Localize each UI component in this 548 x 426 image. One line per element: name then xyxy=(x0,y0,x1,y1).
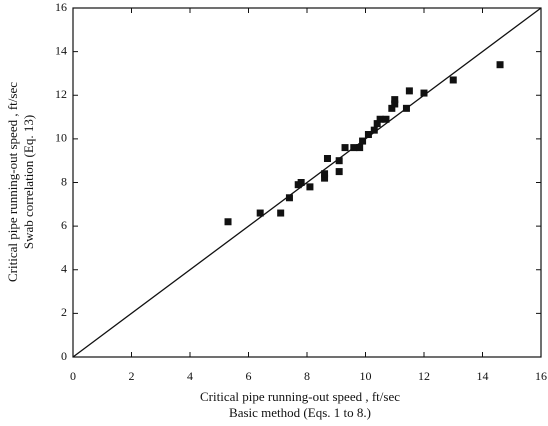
data-point xyxy=(224,218,232,226)
y-tick-label: 12 xyxy=(55,87,67,101)
data-point xyxy=(335,168,343,176)
data-point xyxy=(402,104,410,112)
data-point xyxy=(277,209,285,217)
data-point xyxy=(323,155,331,163)
data-point xyxy=(370,126,378,134)
x-tick-label: 4 xyxy=(187,369,193,383)
x-axis-title: Basic method (Eqs. 1 to 8.) xyxy=(229,405,371,420)
x-tick-label: 6 xyxy=(246,369,252,383)
data-point xyxy=(359,137,367,145)
diagonal-line xyxy=(72,7,542,358)
y-tick-label: 4 xyxy=(61,262,67,276)
y-axis-title: Critical pipe running-out speed , ft/sec xyxy=(5,82,20,282)
x-tick-label: 12 xyxy=(418,369,430,383)
data-point xyxy=(376,115,384,123)
data-point xyxy=(321,174,329,182)
data-point xyxy=(256,209,264,217)
data-point xyxy=(350,144,358,152)
y-tick-label: 10 xyxy=(55,131,67,145)
data-point xyxy=(306,183,314,191)
data-point xyxy=(496,61,504,69)
y-tick-label: 14 xyxy=(55,43,67,57)
data-point xyxy=(297,179,305,186)
data-point xyxy=(341,144,349,152)
data-point xyxy=(391,100,399,108)
data-point xyxy=(364,131,372,139)
data-point xyxy=(449,76,457,84)
data-point xyxy=(356,144,364,152)
data-point xyxy=(405,87,413,95)
x-tick-label: 10 xyxy=(360,369,372,383)
x-tick-label: 8 xyxy=(304,369,310,383)
data-point xyxy=(285,194,293,202)
y-tick-label: 2 xyxy=(61,305,67,319)
data-point xyxy=(382,115,390,123)
y-tick-label: 8 xyxy=(61,174,67,188)
x-tick-label: 0 xyxy=(70,369,76,383)
data-point xyxy=(391,96,399,104)
x-tick-label: 16 xyxy=(535,369,547,383)
data-point xyxy=(388,104,396,112)
x-tick-label: 2 xyxy=(129,369,135,383)
x-tick-label: 14 xyxy=(477,369,489,383)
data-point xyxy=(321,170,329,178)
data-point xyxy=(373,120,381,128)
y-axis-title: Swab correlation (Eq. 13) xyxy=(21,115,36,249)
x-axis-title: Critical pipe running-out speed , ft/sec xyxy=(200,389,400,404)
y-tick-label: 16 xyxy=(55,0,67,14)
data-point xyxy=(335,157,343,165)
y-tick-label: 6 xyxy=(61,218,67,232)
y-tick-label: 0 xyxy=(61,349,67,363)
data-point xyxy=(420,89,428,97)
